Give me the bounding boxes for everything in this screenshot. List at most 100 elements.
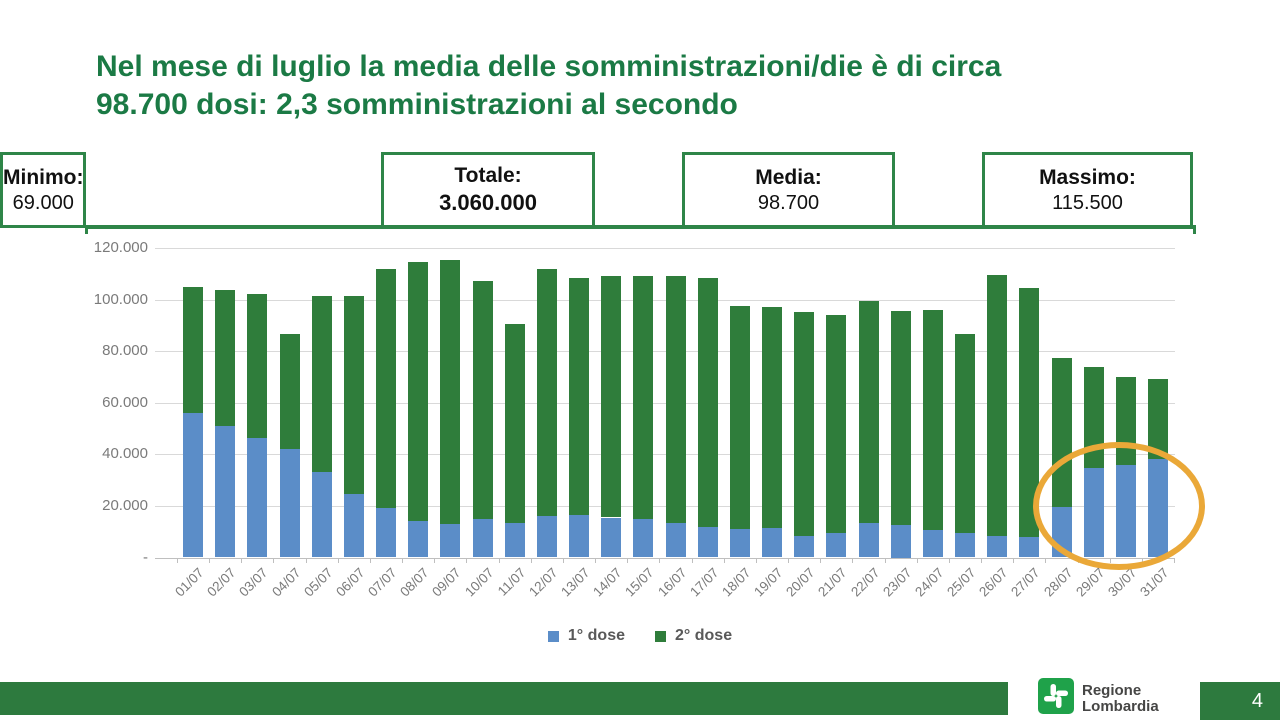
x-axis-label-24/07: 24/07 — [911, 564, 947, 600]
x-axis-label-25/07: 25/07 — [944, 564, 979, 600]
bar-26/07-dose2 — [987, 274, 1008, 536]
bar-11/07-dose1 — [504, 522, 525, 558]
gridline-100.000 — [155, 299, 1175, 301]
bar-13/07-dose2 — [569, 277, 589, 515]
dose1-legend-label: 1° dose — [567, 627, 625, 644]
bar-15/07-dose2 — [633, 276, 654, 519]
x-axis-label-20/07: 20/07 — [783, 564, 818, 600]
bar-03/07-dose1 — [247, 437, 268, 558]
x-axis-tick — [820, 557, 822, 563]
footer-brand-line1: Regione — [1082, 682, 1142, 699]
x-axis-tick — [209, 557, 211, 563]
x-axis-tick — [1013, 557, 1015, 563]
y-axis-label-120.000: 120.000 — [93, 238, 148, 256]
bar-27/07-dose1 — [1019, 536, 1040, 558]
footer-brand-line2: Lombardia — [1082, 698, 1159, 715]
x-axis-tick — [981, 557, 983, 563]
bar-15/07-dose1 — [633, 518, 654, 558]
gridline-20.000 — [155, 505, 1175, 507]
bar-02/07-dose2 — [215, 290, 236, 426]
x-axis-tick — [498, 557, 500, 563]
x-axis-tick — [530, 557, 532, 563]
x-axis-tick — [852, 557, 854, 563]
stat-value-totale: 3.060.000 — [439, 190, 537, 215]
bar-19/07-dose2 — [762, 307, 782, 528]
y-axis-label-80.000: 80.000 — [102, 342, 148, 360]
x-axis-tick — [627, 557, 629, 563]
x-axis-label-19/07: 19/07 — [751, 564, 786, 600]
bar-31/07-dose2 — [1148, 379, 1168, 460]
x-axis-label-23/07: 23/07 — [879, 564, 915, 600]
x-axis-label-08/07: 08/07 — [397, 564, 432, 600]
stat-value-massimo: 115.500 — [1052, 191, 1123, 214]
stat-box-massimo: Massimo: 115.500 — [982, 152, 1193, 228]
x-axis-label-21/07: 21/07 — [815, 564, 850, 600]
dose1-color-swatch — [547, 630, 559, 642]
x-axis-tick — [884, 557, 886, 563]
bar-16/07-dose2 — [665, 276, 686, 523]
y-axis-label--: - — [143, 548, 148, 566]
bar-18/07-dose1 — [729, 529, 750, 558]
bar-25/07-dose1 — [955, 532, 975, 558]
x-axis-label-03/07: 03/07 — [236, 564, 271, 600]
x-axis-label-04/07: 04/07 — [268, 564, 304, 600]
bar-17/07-dose2 — [697, 277, 718, 527]
bar-08/07-dose2 — [408, 262, 429, 522]
x-axis-label-26/07: 26/07 — [976, 564, 1011, 600]
x-axis-tick — [562, 557, 564, 563]
slide-title-line2: 98.700 dosi: 2,3 somministrazioni al sec… — [96, 88, 738, 121]
slide-title: Nel mese di luglio la media delle sommin… — [96, 48, 1206, 124]
chart-legend: 1° dose 2° dose — [0, 627, 1280, 645]
regione-lombardia-logo-icon — [1038, 678, 1074, 714]
bar-19/07-dose1 — [762, 527, 782, 558]
bar-04/07-dose1 — [279, 449, 300, 558]
bar-22/07-dose1 — [858, 522, 879, 558]
x-axis-label-10/07: 10/07 — [461, 564, 497, 600]
y-axis-label-20.000: 20.000 — [102, 496, 148, 514]
bar-11/07-dose2 — [504, 324, 525, 523]
stat-label-massimo: Massimo: — [1039, 165, 1136, 189]
highlight-ellipse-annotation — [1033, 442, 1205, 570]
bar-23/07-dose2 — [890, 311, 911, 526]
x-axis-label-09/07: 09/07 — [429, 564, 464, 600]
stat-box-media: Media: 98.700 — [682, 152, 895, 228]
x-axis-label-29/07: 29/07 — [1072, 564, 1108, 600]
x-axis-label-02/07: 02/07 — [204, 564, 239, 600]
gridline-- — [155, 557, 1175, 559]
x-axis-label-17/07: 17/07 — [686, 564, 722, 600]
stat-label-totale: Totale: — [454, 164, 522, 187]
bar-12/07-dose2 — [536, 268, 557, 517]
x-axis-label-01/07: 01/07 — [172, 564, 207, 600]
x-axis-tick — [691, 557, 693, 563]
x-axis-tick — [241, 557, 243, 563]
x-axis-tick — [434, 557, 436, 563]
x-axis-tick — [369, 557, 371, 563]
legend-item-dose1: 1° dose — [547, 627, 625, 645]
x-axis-label-31/07: 31/07 — [1137, 564, 1172, 600]
bar-09/07-dose1 — [440, 523, 461, 558]
stat-value-minimo: 69.000 — [12, 191, 74, 214]
stat-label-media: Media: — [755, 165, 822, 189]
page-number: 4 — [1251, 690, 1263, 712]
bar-12/07-dose1 — [536, 516, 557, 558]
bar-01/07-dose1 — [183, 413, 203, 558]
stat-label-minimo: Minimo: — [3, 165, 84, 189]
bar-17/07-dose1 — [697, 526, 718, 558]
page-number-badge: 4 — [1200, 682, 1280, 720]
bar-08/07-dose1 — [408, 521, 429, 558]
bar-01/07-dose2 — [183, 286, 203, 413]
stat-value-media: 98.700 — [757, 191, 820, 214]
bar-22/07-dose2 — [858, 300, 879, 523]
x-axis-tick — [337, 557, 339, 563]
y-axis-label-100.000: 100.000 — [93, 290, 148, 308]
bar-03/07-dose2 — [247, 294, 268, 438]
bar-21/07-dose2 — [826, 314, 847, 533]
bar-16/07-dose1 — [665, 522, 686, 558]
bar-21/07-dose1 — [826, 532, 847, 558]
x-axis-label-13/07: 13/07 — [558, 564, 593, 600]
bar-24/07-dose1 — [922, 530, 943, 558]
x-axis-label-12/07: 12/07 — [525, 564, 561, 600]
x-axis-tick — [273, 557, 275, 563]
bar-05/07-dose2 — [311, 295, 332, 473]
